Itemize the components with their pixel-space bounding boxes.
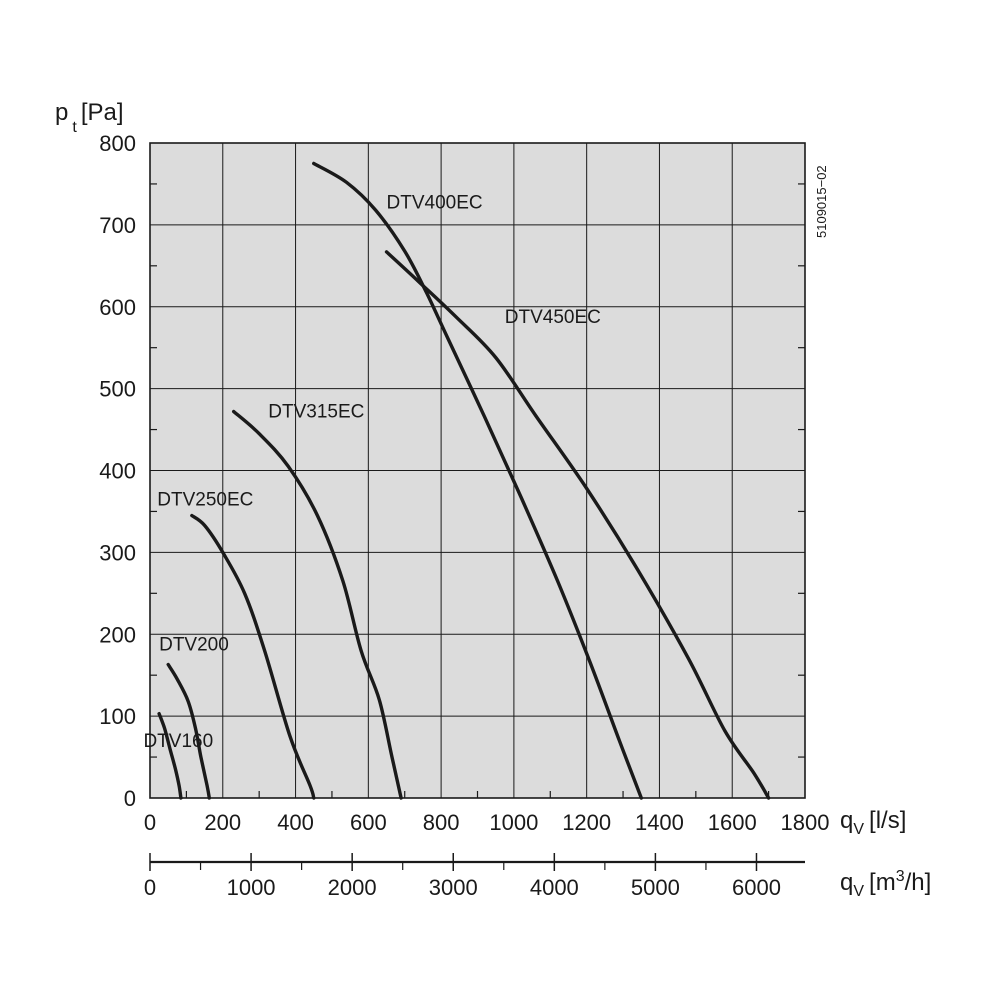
x2-axis-title-unit-sup: 3 bbox=[896, 868, 905, 885]
y-tick-label: 700 bbox=[99, 213, 136, 238]
y-tick-label: 800 bbox=[99, 131, 136, 156]
y-axis-title-unit: [Pa] bbox=[81, 99, 124, 126]
series-label-dtv200: DTV200 bbox=[159, 635, 229, 656]
y-tick-label: 300 bbox=[99, 540, 136, 565]
y-axis-title-sub: t bbox=[72, 119, 77, 136]
series-line-dtv400ec bbox=[312, 161, 643, 800]
y-axis-title: pt[Pa] bbox=[55, 99, 124, 136]
x-tick-label: 1200 bbox=[562, 810, 611, 835]
series-line-dtv160 bbox=[157, 711, 183, 800]
series-label-dtv160: DTV160 bbox=[143, 731, 213, 752]
x-axis-title-primary: qV [l/s] bbox=[840, 807, 906, 838]
x2-tick-label: 0 bbox=[144, 875, 156, 900]
series-line-dtv315ec bbox=[231, 409, 403, 800]
x-tick-label: 600 bbox=[350, 810, 387, 835]
y-tick-label: 500 bbox=[99, 377, 136, 402]
series-line-dtv200 bbox=[166, 662, 211, 800]
series-line-dtv250ec bbox=[190, 513, 316, 800]
x2-tick-label: 4000 bbox=[530, 875, 579, 900]
series-curves: DTV160 DTV200 DTV250EC DTV315EC DTV400EC DTV4… bbox=[143, 161, 771, 800]
y-axis-title-main: p bbox=[55, 99, 68, 126]
x-tick-label: 0 bbox=[144, 810, 156, 835]
series-label-dtv315ec: DTV315EC bbox=[268, 401, 364, 422]
x2-tick-label: 6000 bbox=[732, 875, 781, 900]
series-label-dtv450ec: DTV450EC bbox=[505, 307, 601, 328]
x2-axis-title-unit-post: /h] bbox=[905, 869, 932, 896]
series-line-dtv450ec bbox=[384, 250, 771, 800]
y-tick-label: 100 bbox=[99, 704, 136, 729]
x-tick-label: 1800 bbox=[781, 810, 830, 835]
x-axis-title-sub: V bbox=[853, 821, 864, 838]
x-axis-title-main: q bbox=[840, 807, 853, 834]
y-tick-label: 200 bbox=[99, 622, 136, 647]
y-tick-label: 600 bbox=[99, 295, 136, 320]
x-tick-label: 400 bbox=[277, 810, 314, 835]
x2-axis-title-unit-pre: [m bbox=[869, 869, 896, 896]
x-axis-title-unit: [l/s] bbox=[869, 807, 906, 834]
x-tick-label: 1000 bbox=[489, 810, 538, 835]
x2-tick-label: 5000 bbox=[631, 875, 680, 900]
axis-ticks bbox=[149, 183, 805, 871]
x-axis-title-secondary: qV [m3/h] bbox=[840, 868, 931, 900]
x-tick-label: 1600 bbox=[708, 810, 757, 835]
reference-code: 5109015−02 bbox=[814, 165, 829, 238]
x2-axis-title-sub: V bbox=[853, 883, 864, 900]
x2-tick-label: 2000 bbox=[328, 875, 377, 900]
y-tick-label: 0 bbox=[124, 786, 136, 811]
x2-axis-title-main: q bbox=[840, 869, 853, 896]
y-tick-label: 400 bbox=[99, 459, 136, 484]
x-tick-label: 200 bbox=[204, 810, 241, 835]
x2-tick-label: 3000 bbox=[429, 875, 478, 900]
x2-tick-label: 1000 bbox=[227, 875, 276, 900]
series-label-dtv250ec: DTV250EC bbox=[157, 490, 253, 511]
x-tick-label: 1400 bbox=[635, 810, 684, 835]
x-tick-label: 800 bbox=[423, 810, 460, 835]
series-label-dtv400ec: DTV400EC bbox=[387, 193, 483, 214]
axis-labels: 0 100 200 300 400 500 600 700 800 0 200 400 600 800 10… bbox=[99, 131, 829, 900]
